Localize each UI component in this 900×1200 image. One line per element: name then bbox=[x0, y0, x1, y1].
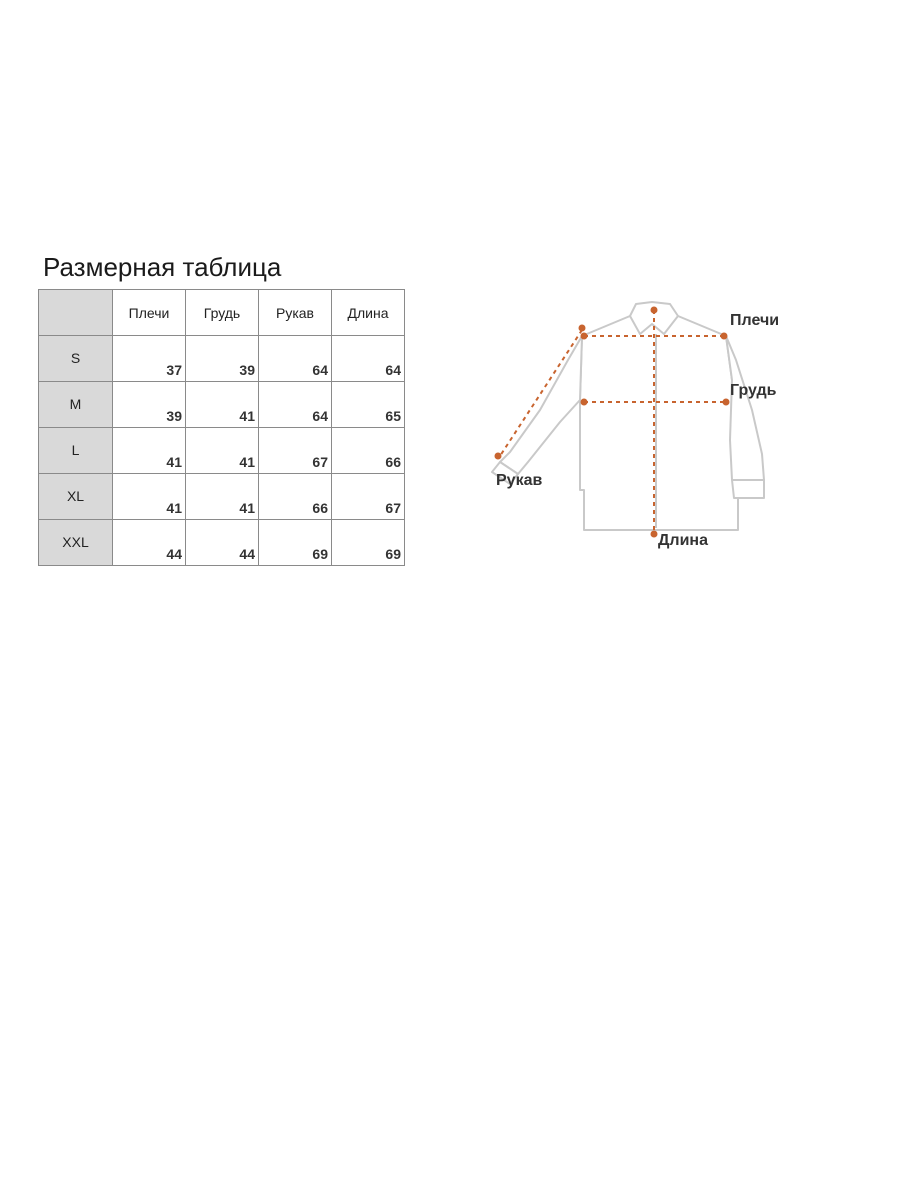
chest-value: 44 bbox=[239, 546, 255, 562]
chest-value: 39 bbox=[239, 362, 255, 378]
size-cell: XL bbox=[38, 473, 113, 520]
chest-value: 41 bbox=[239, 408, 255, 424]
value-cell: 66 bbox=[258, 473, 332, 520]
value-cell: 65 bbox=[331, 381, 405, 428]
value-cell: 39 bbox=[185, 335, 259, 382]
sleeve-value: 64 bbox=[312, 362, 328, 378]
size-cell: L bbox=[38, 427, 113, 474]
value-cell: 64 bbox=[258, 381, 332, 428]
shirt-measurement-diagram: Плечи Грудь Рукав Длина bbox=[480, 290, 800, 570]
value-cell: 69 bbox=[258, 519, 332, 566]
length-value: 64 bbox=[385, 362, 401, 378]
value-cell: 41 bbox=[112, 473, 186, 520]
value-cell: 44 bbox=[185, 519, 259, 566]
table-row: S 37 39 64 64 bbox=[38, 335, 405, 382]
value-cell: 37 bbox=[112, 335, 186, 382]
length-value: 69 bbox=[385, 546, 401, 562]
value-cell: 44 bbox=[112, 519, 186, 566]
size-cell: XXL bbox=[38, 519, 113, 566]
shoulders-value: 37 bbox=[166, 362, 182, 378]
length-value: 65 bbox=[385, 408, 401, 424]
value-cell: 67 bbox=[258, 427, 332, 474]
size-label: M bbox=[69, 396, 82, 412]
shoulders-value: 39 bbox=[166, 408, 182, 424]
label-shoulders: Плечи bbox=[730, 312, 780, 329]
label-sleeve: Рукав bbox=[496, 472, 543, 489]
value-cell: 41 bbox=[185, 473, 259, 520]
table-row: M 39 41 64 65 bbox=[38, 381, 405, 428]
table-row: L 41 41 67 66 bbox=[38, 427, 405, 474]
measurement-lines bbox=[499, 310, 726, 534]
value-cell: 69 bbox=[331, 519, 405, 566]
value-cell: 41 bbox=[185, 381, 259, 428]
shirt-illustration bbox=[491, 301, 765, 538]
size-label: L bbox=[71, 442, 80, 458]
chest-value: 41 bbox=[239, 500, 255, 516]
sleeve-value: 66 bbox=[312, 500, 328, 516]
header-shoulders: Плечи bbox=[112, 289, 186, 336]
header-sleeve: Рукав bbox=[258, 289, 332, 336]
length-value: 67 bbox=[385, 500, 401, 516]
size-cell: M bbox=[38, 381, 113, 428]
chest-value: 41 bbox=[239, 454, 255, 470]
value-cell: 64 bbox=[331, 335, 405, 382]
shoulders-value: 41 bbox=[166, 454, 182, 470]
header-length: Длина bbox=[331, 289, 405, 336]
value-cell: 64 bbox=[258, 335, 332, 382]
label-length: Длина bbox=[658, 532, 708, 549]
length-value: 66 bbox=[385, 454, 401, 470]
value-cell: 67 bbox=[331, 473, 405, 520]
size-label: XXL bbox=[62, 534, 89, 550]
sleeve-value: 64 bbox=[312, 408, 328, 424]
value-cell: 41 bbox=[185, 427, 259, 474]
sleeve-value: 67 bbox=[312, 454, 328, 470]
size-label: S bbox=[70, 350, 81, 366]
value-cell: 66 bbox=[331, 427, 405, 474]
sleeve-value: 69 bbox=[312, 546, 328, 562]
size-label: XL bbox=[66, 488, 85, 504]
value-cell: 39 bbox=[112, 381, 186, 428]
table-row: XL 41 41 66 67 bbox=[38, 473, 405, 520]
value-cell: 41 bbox=[112, 427, 186, 474]
shoulders-value: 41 bbox=[166, 500, 182, 516]
size-cell: S bbox=[38, 335, 113, 382]
measurement-markers bbox=[494, 306, 730, 538]
page-title: Размерная таблица bbox=[43, 252, 282, 282]
size-table: Плечи Грудь Рукав Длина S 37 39 64 64 M … bbox=[38, 289, 405, 566]
shoulders-value: 44 bbox=[166, 546, 182, 562]
header-corner-cell bbox=[38, 289, 113, 336]
header-chest: Грудь bbox=[185, 289, 259, 336]
table-header-row: Плечи Грудь Рукав Длина bbox=[38, 289, 405, 336]
table-row: XXL 44 44 69 69 bbox=[38, 519, 405, 566]
label-chest: Грудь bbox=[730, 382, 777, 399]
